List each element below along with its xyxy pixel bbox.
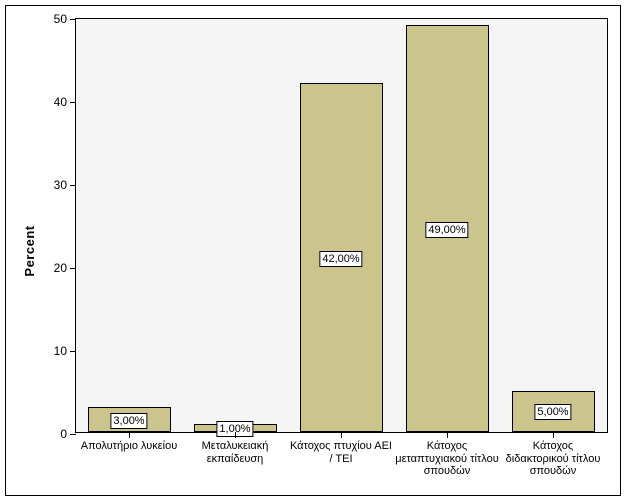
bar: 1,00% [194,424,277,432]
chart-container: Percent 010203040503,00%Απολυτήριο λυκεί… [0,0,626,501]
xtick-label: Κάτοχοςδιδακτορικού τίτλουσπουδών [500,432,606,478]
ytick-label: 0 [60,427,76,441]
bar-value-label: 5,00% [534,404,571,420]
ytick-label: 10 [54,344,76,358]
bar: 49,00% [406,25,489,432]
bar-value-label: 42,00% [319,251,362,267]
xtick-label: Κάτοχος πτυχίου ΑΕΙ/ ΤΕΙ [288,432,394,465]
ytick-label: 40 [54,95,76,109]
ytick-label: 50 [54,12,76,26]
bar: 3,00% [88,407,171,432]
bar: 42,00% [300,83,383,432]
xtick-label: Μεταλυκειακήεκπαίδευση [182,432,288,465]
plot-area: 010203040503,00%Απολυτήριο λυκείου1,00%Μ… [75,18,608,433]
bar-value-label: 49,00% [425,222,468,238]
y-axis-label: Percent [22,225,37,276]
bar: 5,00% [512,391,595,433]
ytick-label: 20 [54,261,76,275]
xtick-label: Απολυτήριο λυκείου [76,432,182,453]
bar-value-label: 3,00% [110,413,147,429]
ytick-label: 30 [54,178,76,192]
xtick-label: Κάτοχοςμεταπτυχιακού τίτλουσπουδών [394,432,500,478]
